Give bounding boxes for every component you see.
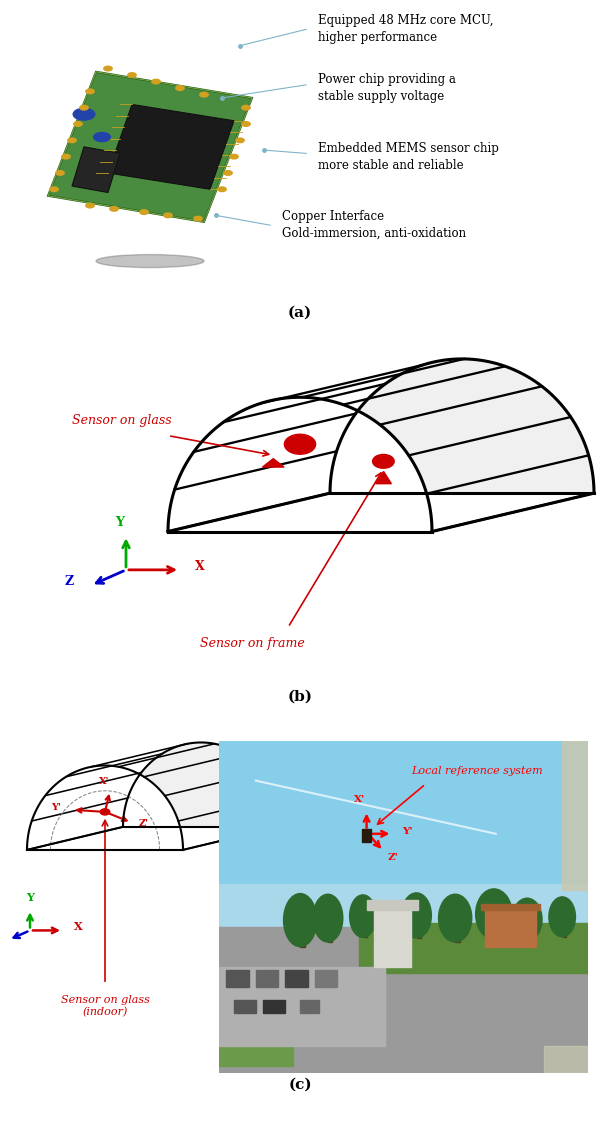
- Bar: [263, 1000, 286, 1013]
- Text: Sensor on glass
(indoor): Sensor on glass (indoor): [61, 995, 149, 1017]
- Ellipse shape: [284, 893, 317, 947]
- Circle shape: [86, 204, 94, 208]
- Text: Copper Interface
Gold-immersion, anti-oxidation: Copper Interface Gold-immersion, anti-ox…: [282, 211, 466, 240]
- Text: Z': Z': [387, 853, 398, 861]
- Circle shape: [56, 171, 64, 175]
- Text: Embedded MEMS sensor chip
more stable and reliable: Embedded MEMS sensor chip more stable an…: [318, 142, 499, 172]
- Circle shape: [74, 121, 82, 126]
- Circle shape: [373, 455, 394, 468]
- Circle shape: [86, 89, 94, 94]
- Bar: [455, 927, 460, 942]
- Ellipse shape: [549, 897, 575, 937]
- Polygon shape: [262, 459, 284, 467]
- Circle shape: [140, 210, 148, 214]
- Text: (b): (b): [287, 690, 313, 704]
- Circle shape: [224, 171, 232, 175]
- Circle shape: [104, 66, 112, 71]
- Bar: [485, 907, 536, 947]
- Bar: [256, 970, 278, 987]
- Bar: [367, 900, 418, 910]
- Text: Local reference system: Local reference system: [412, 766, 543, 776]
- Ellipse shape: [439, 894, 472, 942]
- Polygon shape: [123, 742, 279, 827]
- Circle shape: [62, 155, 70, 159]
- Bar: [300, 930, 305, 947]
- Bar: [286, 970, 308, 987]
- Circle shape: [100, 808, 110, 815]
- Polygon shape: [72, 147, 120, 192]
- Text: Y': Y': [52, 803, 61, 812]
- Text: Sensor on frame: Sensor on frame: [200, 637, 304, 649]
- Bar: [481, 903, 540, 910]
- Text: Sensor on glass: Sensor on glass: [72, 414, 172, 427]
- Circle shape: [242, 105, 250, 110]
- Bar: [359, 923, 588, 973]
- Circle shape: [194, 216, 202, 221]
- Ellipse shape: [350, 895, 376, 938]
- Polygon shape: [330, 358, 594, 493]
- Bar: [234, 1000, 256, 1013]
- Polygon shape: [108, 104, 234, 189]
- Bar: [374, 907, 411, 966]
- Circle shape: [218, 187, 226, 191]
- Text: Equipped 48 MHz core MCU,
higher performance: Equipped 48 MHz core MCU, higher perform…: [318, 15, 493, 45]
- Text: Z: Z: [65, 576, 74, 589]
- Bar: [219, 884, 588, 933]
- Text: (c): (c): [288, 1077, 312, 1091]
- Text: Z': Z': [139, 820, 149, 828]
- Bar: [219, 741, 588, 900]
- Circle shape: [110, 206, 118, 211]
- Circle shape: [230, 155, 238, 159]
- Ellipse shape: [313, 894, 343, 942]
- Polygon shape: [48, 72, 252, 222]
- Circle shape: [236, 139, 244, 143]
- Circle shape: [80, 105, 88, 110]
- Circle shape: [73, 109, 95, 120]
- Text: X': X': [353, 796, 365, 804]
- Bar: [315, 970, 337, 987]
- Text: X': X': [98, 777, 109, 785]
- Bar: [219, 966, 385, 1047]
- Bar: [563, 924, 566, 937]
- Bar: [300, 1000, 319, 1013]
- Text: Y: Y: [26, 892, 34, 903]
- Text: Y: Y: [115, 515, 125, 529]
- Bar: [219, 926, 588, 1073]
- Circle shape: [242, 121, 250, 126]
- Ellipse shape: [96, 254, 204, 268]
- Bar: [494, 924, 499, 939]
- Text: X: X: [195, 560, 205, 572]
- Bar: [364, 924, 367, 938]
- Bar: [562, 741, 588, 891]
- Bar: [219, 1047, 293, 1066]
- Bar: [226, 970, 248, 987]
- Bar: [362, 829, 371, 842]
- Polygon shape: [168, 397, 432, 531]
- Circle shape: [152, 79, 160, 84]
- Circle shape: [94, 133, 110, 142]
- Bar: [328, 927, 332, 942]
- Polygon shape: [27, 766, 183, 850]
- Circle shape: [128, 73, 136, 78]
- Text: Power chip providing a
stable supply voltage: Power chip providing a stable supply vol…: [318, 73, 456, 103]
- Circle shape: [176, 86, 184, 90]
- Bar: [527, 927, 532, 941]
- Ellipse shape: [476, 889, 512, 939]
- Ellipse shape: [512, 898, 542, 941]
- Circle shape: [200, 93, 208, 97]
- Text: (a): (a): [288, 306, 312, 319]
- Text: Y': Y': [401, 827, 412, 836]
- Bar: [544, 1047, 588, 1073]
- Circle shape: [284, 434, 316, 455]
- Ellipse shape: [401, 893, 431, 938]
- Text: X: X: [74, 922, 82, 932]
- Circle shape: [68, 139, 76, 143]
- Circle shape: [50, 187, 58, 191]
- Polygon shape: [376, 472, 391, 483]
- Circle shape: [164, 213, 172, 218]
- Bar: [417, 924, 421, 938]
